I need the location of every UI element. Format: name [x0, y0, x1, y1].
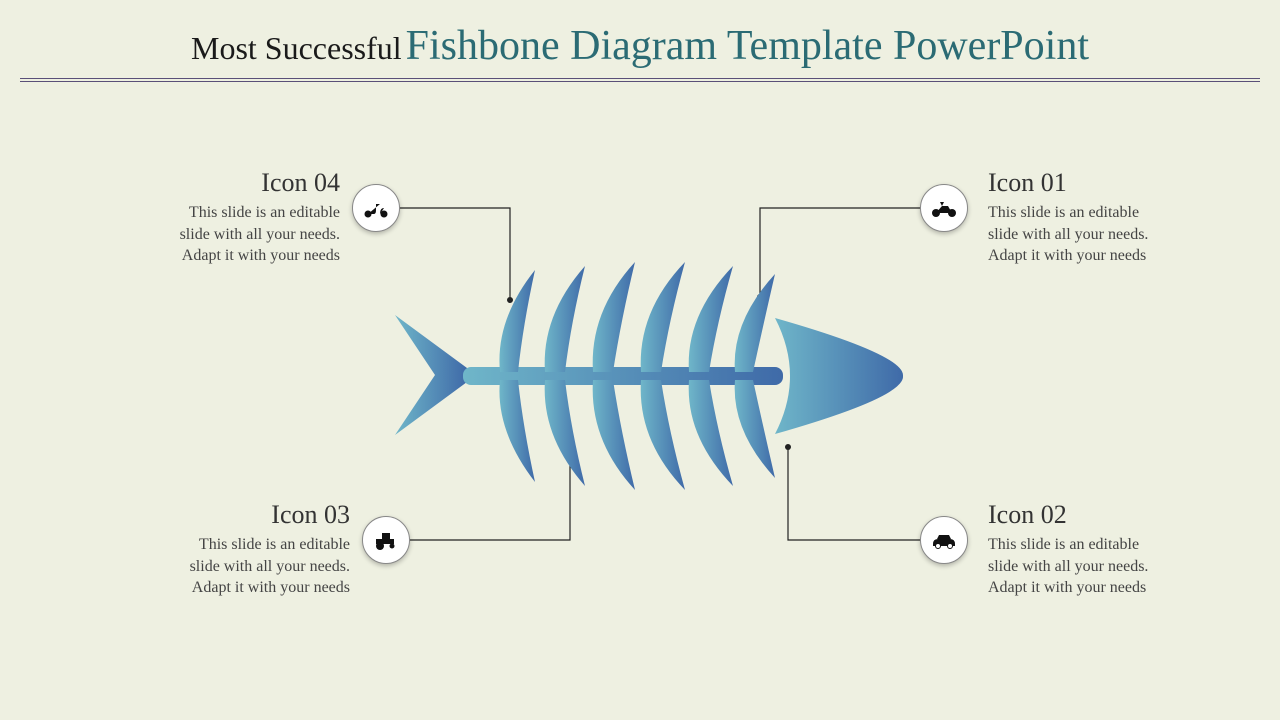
- tractor-icon: [362, 516, 410, 564]
- callout-icon-04: Icon 04 This slide is an editable slide w…: [100, 168, 340, 267]
- callout-body: This slide is an editable slide with all…: [110, 534, 350, 599]
- callout-body: This slide is an editable slide with all…: [100, 202, 340, 267]
- callout-title: Icon 03: [110, 500, 350, 530]
- diagram-area: Icon 01 This slide is an editable slide w…: [0, 0, 1280, 720]
- callout-title: Icon 04: [100, 168, 340, 198]
- callout-title: Icon 01: [988, 168, 1228, 198]
- scooter-icon: [352, 184, 400, 232]
- motorcycle-icon: [920, 184, 968, 232]
- fishbone-graphic: [395, 260, 905, 490]
- callout-icon-03: Icon 03 This slide is an editable slide w…: [110, 500, 350, 599]
- callout-title: Icon 02: [988, 500, 1228, 530]
- callout-body: This slide is an editable slide with all…: [988, 534, 1228, 599]
- callout-body: This slide is an editable slide with all…: [988, 202, 1228, 267]
- car-icon: [920, 516, 968, 564]
- callout-icon-02: Icon 02 This slide is an editable slide w…: [988, 500, 1228, 599]
- callout-icon-01: Icon 01 This slide is an editable slide w…: [988, 168, 1228, 267]
